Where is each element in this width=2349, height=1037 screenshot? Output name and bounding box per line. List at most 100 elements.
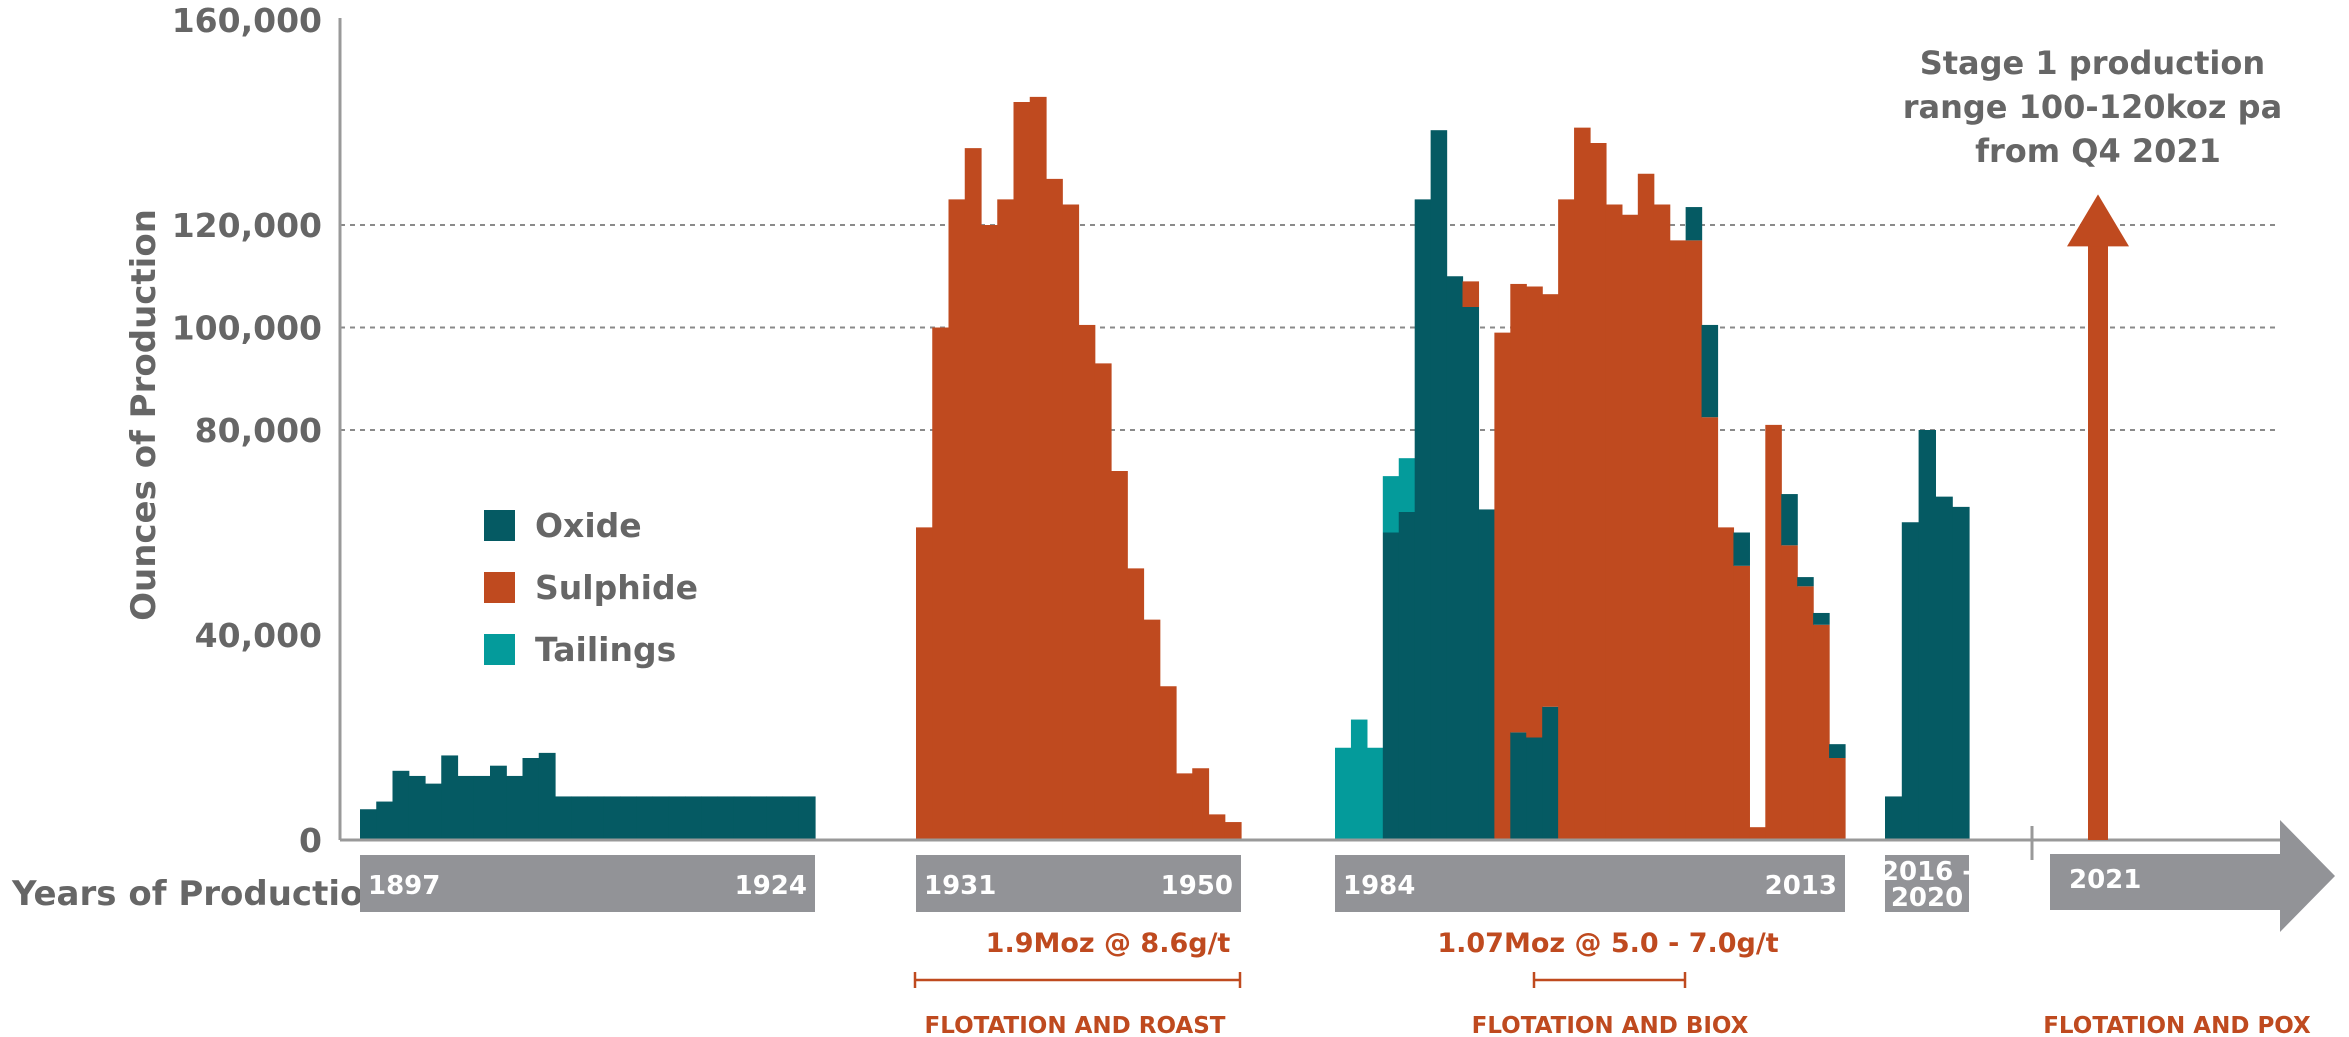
bar-oxide bbox=[1542, 706, 1559, 840]
bar-sulphide bbox=[1621, 214, 1639, 840]
period-band-rect bbox=[1335, 855, 1845, 912]
bar-tailings bbox=[1350, 719, 1368, 840]
bar-oxide bbox=[1414, 199, 1432, 841]
bar-oxide bbox=[782, 796, 800, 840]
stage-annotation-line-2: range 100-120koz pa bbox=[1903, 88, 2282, 126]
bar-oxide bbox=[1829, 744, 1846, 758]
period-end-label: 2013 bbox=[1765, 871, 1837, 901]
legend-item-oxide: Oxide bbox=[484, 506, 642, 545]
bar-sulphide bbox=[1510, 283, 1527, 733]
forecast-arrow bbox=[2067, 194, 2129, 840]
bar-sulphide bbox=[1192, 768, 1210, 840]
bars bbox=[360, 96, 1970, 841]
bar-oxide bbox=[490, 765, 507, 840]
bar-sulphide bbox=[932, 327, 950, 840]
process-label-biox: FLOTATION AND BIOX bbox=[1472, 1013, 1749, 1037]
period-band: 1984 2013 bbox=[1335, 855, 1845, 912]
bar-sulphide bbox=[1224, 822, 1242, 840]
bar-sulphide bbox=[1685, 240, 1703, 841]
x-axis-title: Years of Production bbox=[11, 874, 388, 914]
stage-annotation: Stage 1 production range 100-120koz pa f… bbox=[1903, 44, 2294, 170]
bar-sulphide bbox=[1542, 294, 1559, 707]
bar-oxide bbox=[798, 796, 816, 840]
bar-sulphide bbox=[964, 148, 982, 841]
legend-swatch bbox=[484, 634, 515, 665]
gridlines bbox=[340, 224, 2280, 431]
bar-oxide bbox=[522, 758, 540, 840]
y-ticks: 0 40,000 80,000 100,000 120,000 160,000 bbox=[172, 1, 322, 860]
bar-oxide bbox=[685, 796, 702, 840]
bar-sulphide bbox=[1829, 758, 1846, 840]
bar-sulphide bbox=[1637, 173, 1655, 840]
bar-sulphide bbox=[1494, 332, 1511, 841]
forecast-arrow-shaft bbox=[2088, 244, 2108, 840]
bar-oxide bbox=[717, 796, 735, 840]
bar-sulphide bbox=[948, 199, 966, 841]
period-band-rect bbox=[1885, 855, 1969, 912]
bar-oxide bbox=[636, 796, 654, 840]
y-tick-label: 0 bbox=[299, 821, 322, 860]
bar-oxide bbox=[1701, 324, 1719, 418]
bar-oxide bbox=[1781, 494, 1798, 546]
period-start-label: 1897 bbox=[368, 871, 440, 901]
bar-oxide bbox=[1885, 796, 1903, 840]
bar-sulphide bbox=[1717, 527, 1735, 841]
bracket-1931 bbox=[913, 972, 1242, 988]
bar-oxide bbox=[1797, 577, 1814, 587]
bar-sulphide bbox=[1813, 624, 1830, 840]
legend-swatch bbox=[484, 510, 515, 541]
period-end-label: 1950 bbox=[1161, 871, 1233, 901]
bar-sulphide bbox=[1590, 143, 1607, 840]
bar-oxide bbox=[652, 796, 670, 840]
bar-oxide bbox=[506, 775, 524, 840]
bar-oxide bbox=[408, 775, 426, 840]
bar-oxide bbox=[603, 796, 621, 840]
bar-sulphide bbox=[1013, 102, 1031, 840]
bar-sulphide bbox=[997, 199, 1015, 841]
bar-sulphide bbox=[1669, 240, 1687, 841]
bar-sulphide bbox=[1733, 565, 1750, 840]
bar-oxide bbox=[587, 796, 605, 840]
bar-sulphide bbox=[1653, 204, 1671, 840]
y-tick-label: 120,000 bbox=[172, 206, 322, 245]
period-band-rect bbox=[916, 855, 1241, 912]
bar-oxide bbox=[1935, 496, 1953, 841]
period-end-label: 1924 bbox=[735, 871, 807, 901]
bar-sulphide bbox=[1797, 586, 1814, 840]
bar-oxide bbox=[1478, 509, 1495, 840]
period-end-label: 2020 bbox=[1891, 883, 1963, 913]
bar-sulphide bbox=[1574, 127, 1591, 841]
bar-oxide bbox=[1382, 532, 1400, 840]
forecast-band-arrow bbox=[2050, 820, 2335, 932]
bar-sulphide bbox=[981, 225, 998, 840]
legend-item-tailings: Tailings bbox=[484, 630, 676, 669]
process-label-roast: FLOTATION AND ROAST bbox=[925, 1013, 1226, 1037]
bar-sulphide bbox=[916, 527, 933, 841]
bar-oxide bbox=[441, 755, 459, 840]
period-band: 1897 1924 bbox=[360, 855, 815, 912]
bar-sulphide bbox=[1111, 471, 1128, 840]
bar-oxide bbox=[1526, 737, 1543, 840]
bar-sulphide bbox=[1029, 96, 1047, 841]
bar-oxide bbox=[1813, 612, 1830, 625]
bar-oxide bbox=[733, 796, 751, 840]
bar-sulphide bbox=[1127, 568, 1145, 841]
grade-annotation-1931: 1.9Moz @ 8.6g/t bbox=[986, 928, 1231, 959]
bar-oxide bbox=[1510, 732, 1527, 841]
bar-tailings bbox=[1382, 476, 1400, 533]
stage-annotation-line-3: from Q4 2021 bbox=[1975, 132, 2221, 170]
bar-oxide bbox=[668, 796, 686, 840]
bar-oxide bbox=[620, 796, 637, 840]
legend: Oxide Sulphide Tailings bbox=[484, 506, 698, 669]
bar-oxide bbox=[1901, 522, 1920, 840]
bar-sulphide bbox=[1781, 545, 1798, 840]
forecast-arrow-head bbox=[2067, 194, 2129, 247]
bar-sulphide bbox=[1526, 286, 1543, 738]
legend-item-sulphide: Sulphide bbox=[484, 568, 698, 607]
bar-sulphide bbox=[1094, 363, 1112, 841]
y-tick-label: 80,000 bbox=[195, 411, 322, 450]
bar-oxide bbox=[766, 796, 784, 840]
bar-sulphide bbox=[1078, 324, 1096, 840]
bar-oxide bbox=[1462, 307, 1480, 840]
